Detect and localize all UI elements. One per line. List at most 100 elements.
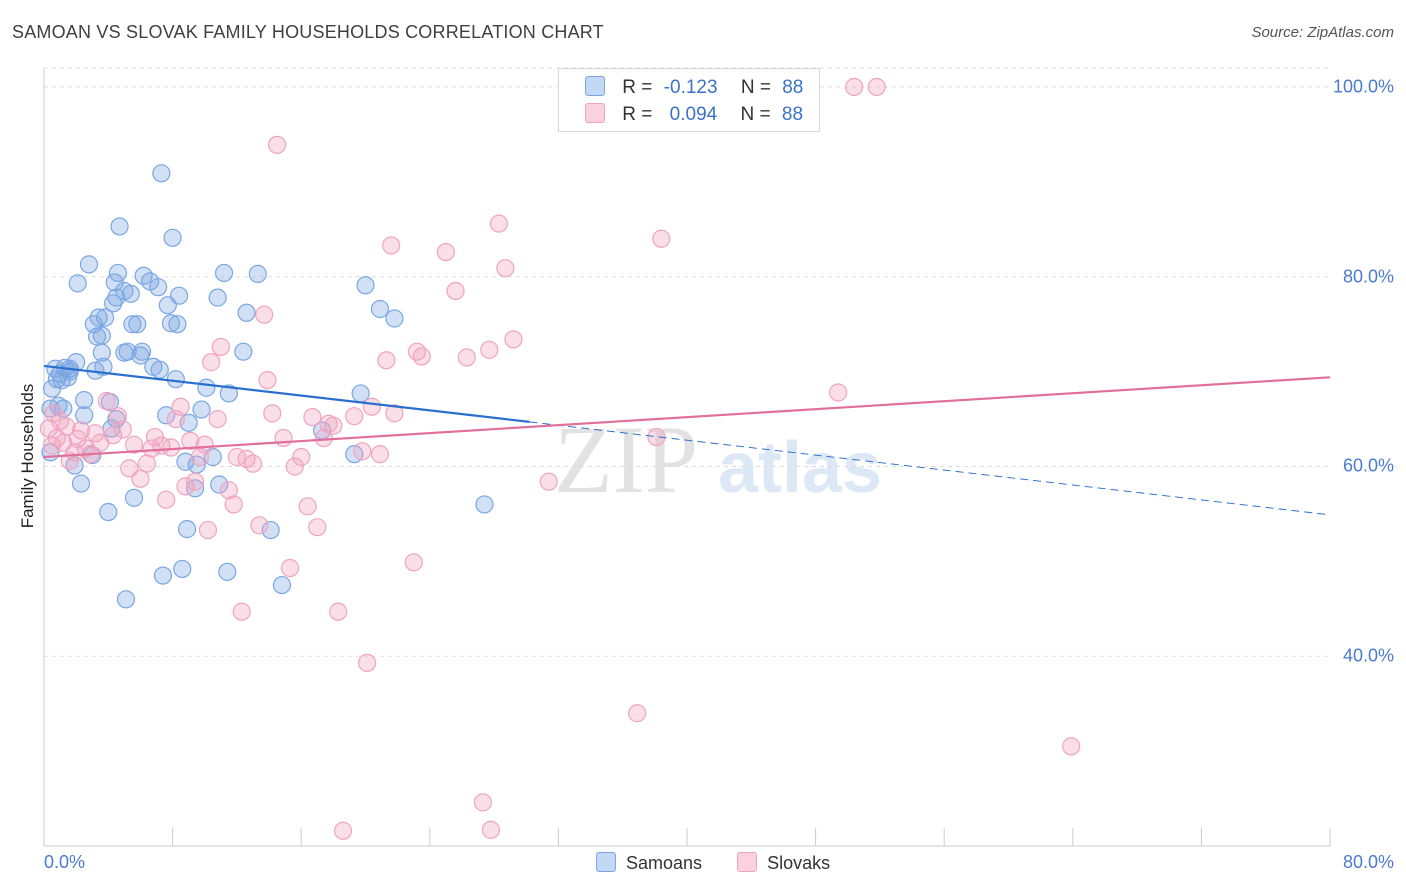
samoan-point: [153, 566, 173, 585]
watermark-zip: ZIP: [554, 406, 698, 513]
slovak-point: [345, 407, 364, 426]
slovak-point: [489, 214, 509, 233]
slovak-point: [181, 431, 200, 450]
samoan-point: [168, 315, 187, 334]
samoan-point: [214, 263, 234, 283]
samoan-point: [161, 314, 181, 333]
slovak-point: [385, 404, 404, 423]
samoan-point: [261, 520, 280, 540]
samoan-point: [208, 288, 227, 307]
x-tick-label-min: 0.0%: [44, 852, 86, 872]
samoan-point: [89, 308, 108, 327]
slovak-point: [219, 481, 238, 500]
legend-item-slovaks[interactable]: Slovaks: [737, 852, 830, 874]
slovak-point: [224, 495, 243, 514]
slovak-point: [303, 408, 322, 427]
slovak-point: [446, 281, 465, 301]
slovak-point: [457, 348, 476, 367]
samoan-point: [116, 590, 136, 609]
slovak-point: [473, 793, 492, 812]
samoan-point: [79, 255, 99, 274]
samoan-point: [123, 315, 142, 334]
slovak-point: [97, 391, 116, 411]
slovaks-swatch: [585, 103, 605, 123]
slovak-point: [86, 424, 105, 443]
slovak-point: [243, 454, 263, 473]
slovak-point: [176, 477, 195, 496]
samoans-swatch: [585, 76, 605, 96]
legend-label-samoans: Samoans: [626, 853, 703, 873]
slovak-point: [120, 459, 139, 478]
legend-row-samoans: R = -0.123 N = 88: [585, 76, 803, 98]
stats-legend: R = -0.123 N = 88 R = 0.094 N = 88: [558, 68, 820, 132]
samoan-point: [108, 263, 128, 283]
samoan-point: [173, 559, 192, 579]
slovak-point: [329, 602, 348, 621]
samoan-point: [169, 286, 189, 305]
y-tick-label-40: 40.0%: [1342, 645, 1394, 666]
slovak-point: [186, 472, 205, 491]
slovak-point: [480, 340, 499, 359]
trend-lines: [43, 364, 1331, 516]
legend-item-samoans[interactable]: Samoans: [596, 852, 702, 874]
slovak-point: [232, 602, 251, 621]
slovak-point: [171, 397, 190, 416]
slovak-point: [263, 404, 282, 423]
samoan-point: [110, 217, 129, 236]
slovak-point: [104, 426, 123, 445]
data-points: [39, 77, 1081, 840]
slovak-point: [647, 427, 666, 447]
samoan-point: [157, 406, 176, 425]
slovak-point: [314, 428, 333, 448]
samoan-point: [356, 276, 375, 295]
slovak-point: [137, 454, 156, 473]
series-legend: Samoans Slovaks: [596, 852, 860, 874]
x-tick-label-max: 80.0%: [1342, 852, 1394, 872]
samoan-point: [95, 308, 115, 327]
samoan-point: [177, 520, 197, 539]
slovak-point: [211, 337, 230, 357]
slovak-point: [358, 653, 377, 672]
slovak-point: [829, 383, 848, 402]
legend-label-slovaks: Slovaks: [767, 853, 831, 873]
samoan-point: [385, 309, 404, 328]
y-tick-label-100: 100.0%: [1332, 76, 1394, 97]
slovak-point: [353, 442, 372, 461]
slovak-point: [652, 229, 671, 248]
slovaks-legend-swatch: [737, 852, 758, 872]
samoan-point: [219, 384, 238, 403]
slovak-point: [496, 259, 515, 278]
slovak-point: [285, 457, 304, 476]
slovak-point: [324, 416, 343, 435]
samoans-trend-extension: [529, 421, 1331, 516]
slovak-point: [504, 330, 523, 349]
samoan-point: [152, 164, 171, 183]
samoan-point: [150, 360, 169, 379]
samoan-point: [75, 390, 94, 410]
samoan-point: [68, 274, 87, 293]
samoan-point: [71, 474, 91, 493]
slovak-point: [280, 558, 300, 578]
samoan-point: [92, 326, 111, 345]
legend-r-label: R =: [622, 77, 653, 98]
slovak-point: [198, 520, 218, 540]
samoan-point: [248, 264, 267, 283]
samoan-point: [475, 495, 494, 514]
samoan-point: [210, 475, 229, 494]
slovak-point: [436, 242, 455, 262]
slovak-point: [202, 353, 221, 372]
slovak-point: [377, 351, 396, 370]
grid-lines: [44, 67, 1330, 657]
legend-r-label: R =: [622, 104, 653, 125]
slovak-point: [267, 135, 287, 154]
slovak-point: [71, 421, 91, 440]
slovak-point: [292, 447, 311, 467]
slovak-point: [308, 518, 327, 537]
samoan-point: [104, 294, 123, 313]
samoan-point: [132, 342, 152, 361]
slovak-point: [370, 445, 390, 464]
slovak-point: [628, 704, 647, 723]
slovak-point: [845, 77, 864, 97]
samoan-point: [99, 502, 118, 522]
